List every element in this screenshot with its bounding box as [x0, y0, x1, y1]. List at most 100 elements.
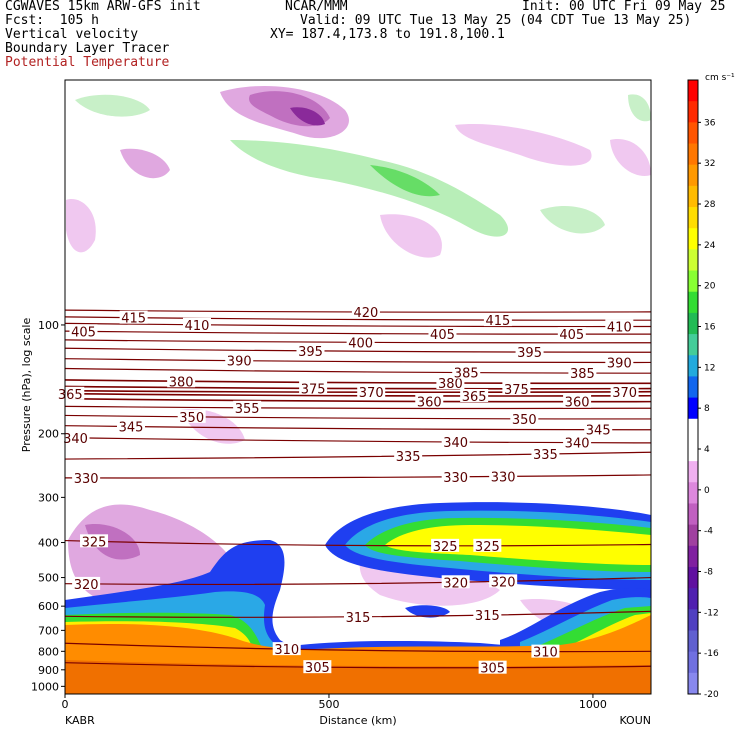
- theta-label-bg: [69, 324, 98, 338]
- colorbar-swatch: [688, 651, 698, 674]
- theta-label: 415: [485, 314, 510, 329]
- colorbar-swatch: [688, 228, 698, 250]
- theta-label: 405: [559, 328, 584, 343]
- theta-label: 315: [346, 611, 371, 626]
- field-vertical-velocity: Vertical velocity: [5, 27, 139, 42]
- theta-label-bg: [441, 469, 470, 483]
- theta-label-bg: [182, 317, 211, 331]
- theta-label-bg: [568, 366, 597, 380]
- theta-label: 395: [517, 346, 542, 361]
- colorbar-swatch: [688, 376, 698, 399]
- theta-label: 375: [301, 382, 326, 397]
- theta-label: 390: [607, 356, 632, 371]
- theta-label-bg: [605, 319, 634, 333]
- x-tick-label: 500: [318, 698, 339, 711]
- theta-label-bg: [72, 470, 101, 484]
- theta-label-bg: [167, 374, 196, 388]
- colorbar-swatch: [688, 122, 698, 145]
- theta-label-bg: [473, 608, 502, 622]
- colorbar-tick-label: 20: [704, 282, 716, 292]
- theta-label: 305: [480, 662, 505, 677]
- colorbar: 36 32 28 24 20 16 12 8 4 0 -4 -8 -12 -16 -20: [687, 79, 719, 700]
- theta-label-bg: [61, 430, 90, 444]
- colorbar-unit: cm s⁻¹: [705, 73, 735, 83]
- theta-label-bg: [441, 575, 470, 589]
- theta-label-bg: [531, 644, 560, 658]
- theta-label-bg: [460, 388, 489, 402]
- forecast-hour: Fcst: 105 h: [5, 13, 99, 28]
- theta-contour: [65, 425, 651, 431]
- theta-label-bg: [510, 411, 539, 425]
- theta-label-bg: [441, 435, 470, 449]
- theta-label-bg: [177, 409, 206, 423]
- theta-label-bg: [452, 365, 481, 379]
- colorbar-swatch: [688, 207, 698, 229]
- colorbar-swatch: [688, 630, 698, 653]
- colorbar-tick-label: 12: [704, 363, 715, 373]
- colorbar-tick-label: 16: [704, 323, 716, 333]
- theta-label-bg: [233, 400, 262, 414]
- theta-label: 335: [396, 450, 421, 465]
- colorbar-tick-label: 28: [704, 200, 716, 210]
- theta-label-bg: [489, 469, 518, 483]
- colorbar-tick-label: 0: [704, 486, 710, 496]
- theta-label: 385: [570, 367, 595, 382]
- theta-contour: [65, 474, 651, 479]
- theta-contour: [65, 576, 651, 586]
- theta-label: 330: [443, 471, 468, 486]
- theta-label: 365: [58, 388, 83, 403]
- colorbar-swatch: [688, 418, 698, 441]
- theta-contour: [65, 358, 651, 364]
- theta-label-bg: [56, 386, 85, 400]
- theta-label-bg: [428, 326, 457, 340]
- theta-label: 415: [121, 312, 146, 327]
- colorbar-swatch: [688, 101, 698, 123]
- w-neg-blob: [380, 214, 442, 258]
- y-tick-label: 300: [38, 491, 59, 504]
- theta-label: 330: [491, 470, 516, 485]
- theta-contour: [65, 405, 651, 410]
- theta-label-bg: [80, 534, 109, 548]
- theta-label: 350: [512, 413, 537, 428]
- theta-contour: [65, 379, 651, 385]
- colorbar-tick-label: -4: [704, 527, 713, 537]
- right-endpoint-label: KOUN: [619, 714, 651, 727]
- theta-label: 345: [119, 421, 144, 436]
- colorbar-frame: [687, 79, 699, 695]
- valid-time: Valid: 09 UTC Tue 13 May 25 (04 CDT Tue …: [300, 13, 692, 28]
- theta-label: 320: [443, 576, 468, 591]
- theta-contour: [65, 322, 651, 328]
- theta-label-bg: [584, 422, 613, 436]
- colorbar-swatch: [688, 143, 698, 166]
- colorbar-swatch: [688, 185, 698, 208]
- colorbar-tick-label: -20: [704, 690, 719, 700]
- y-tick-label: 900: [38, 664, 59, 677]
- theta-label: 375: [504, 383, 529, 398]
- w-neg-blob: [610, 139, 651, 176]
- theta-label-bg: [431, 538, 460, 552]
- theta-label: 370: [612, 386, 637, 401]
- colorbar-tick-label: 32: [704, 159, 715, 169]
- y-tick-label: 1000: [31, 680, 59, 693]
- w-neg-blob: [66, 199, 96, 253]
- y-tick-label: 800: [38, 645, 59, 658]
- theta-label: 360: [565, 396, 590, 411]
- w-pos-blob: [75, 94, 150, 117]
- theta-label: 345: [586, 424, 611, 439]
- theta-label: 350: [179, 411, 204, 426]
- theta-label-bg: [296, 343, 325, 357]
- theta-label-bg: [303, 660, 332, 674]
- init-time: Init: 00 UTC Fri 09 May 25: [522, 0, 726, 14]
- theta-label: 335: [533, 448, 558, 463]
- w-neg-blob: [455, 124, 592, 166]
- theta-label: 325: [475, 540, 500, 555]
- colorbar-swatch: [688, 249, 698, 272]
- tracer-plume-core: [385, 525, 651, 565]
- colorbar-swatch: [688, 270, 698, 293]
- field-boundary-layer-tracer: Boundary Layer Tracer: [5, 41, 170, 56]
- colorbar-swatch: [688, 80, 698, 102]
- theta-label-bg: [119, 310, 148, 324]
- colorbar-tick-label: 36: [704, 118, 716, 128]
- colorbar-tick-label: 4: [704, 445, 710, 455]
- theta-contour: [65, 414, 651, 420]
